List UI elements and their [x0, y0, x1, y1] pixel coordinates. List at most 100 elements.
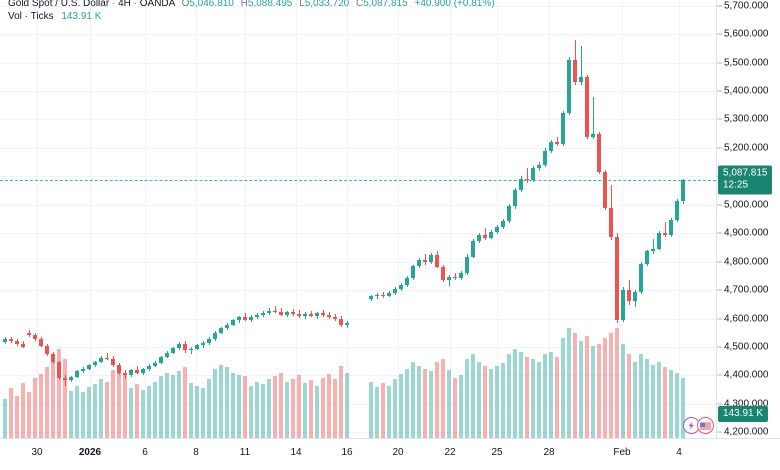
volume-bar: [477, 362, 481, 438]
candle-wick: [665, 221, 666, 238]
volume-bar: [129, 388, 133, 438]
volume-bar: [21, 383, 25, 438]
candle-body: [339, 318, 343, 325]
volume-bar: [645, 359, 649, 438]
volume-bar: [675, 372, 679, 438]
candle-body: [105, 357, 109, 359]
grid-line-horizontal: [0, 204, 716, 206]
candle-wick: [527, 167, 528, 183]
candle-body: [495, 226, 499, 232]
candle-body: [75, 370, 79, 378]
grid-line-horizontal: [0, 176, 716, 178]
candle-body: [177, 344, 181, 349]
volume-bar: [315, 385, 319, 438]
volume-bar: [309, 380, 313, 438]
volume-bar: [69, 390, 73, 438]
volume-bar: [657, 362, 661, 438]
volume-bar: [429, 371, 433, 438]
volume-bar: [3, 398, 7, 438]
candle-body: [15, 341, 19, 344]
candle-body: [417, 259, 421, 267]
candle-body: [231, 320, 235, 325]
volume-badge: 143.91 K: [718, 406, 769, 422]
volume-bar: [663, 367, 667, 438]
candle-wick: [455, 273, 456, 280]
candle-body: [237, 317, 241, 321]
candle-body: [639, 263, 643, 293]
candle-body: [183, 344, 187, 351]
candle-body: [165, 352, 169, 357]
candle-body: [453, 277, 457, 279]
price-axis-tick-mark: [717, 204, 722, 206]
price-axis-tick: 4,900.000: [724, 227, 769, 239]
volume-bar: [219, 364, 223, 438]
volume-bar: [51, 362, 55, 438]
candle-body: [9, 339, 13, 342]
grid-line-horizontal: [0, 261, 716, 263]
candle-body: [273, 310, 277, 312]
grid-line-horizontal: [0, 403, 716, 405]
time-axis-tick: 6: [142, 447, 148, 458]
us-flag-icon[interactable]: [697, 417, 714, 434]
volume-bar: [303, 383, 307, 438]
candle-body: [111, 358, 115, 366]
grid-line-vertical: [90, 0, 91, 438]
time-axis[interactable]: 30 2026 6 8 11 14 16 20 22 25 28 Feb 4: [0, 438, 780, 470]
volume-bar: [63, 359, 67, 438]
candle-body: [375, 294, 379, 297]
price-axis-tick-mark: [717, 147, 722, 149]
volume-bar: [483, 365, 487, 438]
candle-body: [663, 233, 667, 235]
candle-body: [513, 189, 517, 207]
volume-bar: [423, 368, 427, 438]
volume-bar: [381, 383, 385, 438]
grid-line-horizontal: [0, 290, 716, 292]
candle-body: [135, 369, 139, 373]
candle-body: [141, 369, 145, 373]
volume-bar: [333, 379, 337, 438]
price-axis-tick: 4,400.000: [724, 369, 769, 381]
candle-body: [573, 59, 577, 82]
candle-body: [333, 317, 337, 319]
price-axis-tick: 5,300.000: [724, 113, 769, 125]
price-axis-tick-mark: [717, 346, 722, 348]
grid-line-horizontal: [0, 233, 716, 235]
grid-line-vertical: [347, 0, 348, 438]
candle-body: [21, 343, 25, 347]
volume-bar: [39, 373, 43, 438]
candle-body: [69, 377, 73, 380]
grid-line-vertical: [296, 0, 297, 438]
grid-line-vertical: [450, 0, 451, 438]
candle-wick: [557, 136, 558, 147]
candle-body: [507, 206, 511, 222]
candle-body: [255, 315, 259, 317]
price-axis-tick: 5,700.000: [724, 0, 769, 12]
candle-body: [399, 284, 403, 289]
volume-bar: [495, 365, 499, 438]
candle-body: [303, 313, 307, 317]
time-axis-tick: 25: [491, 447, 503, 458]
candle-body: [609, 207, 613, 238]
candle-body: [3, 339, 7, 342]
volume-bar: [549, 351, 553, 438]
candle-body: [441, 266, 445, 280]
volume-bar: [159, 376, 163, 438]
price-axis-tick-mark: [717, 90, 722, 92]
grid-line-vertical: [549, 0, 550, 438]
grid-line-horizontal: [0, 91, 716, 92]
volume-bar: [543, 354, 547, 438]
candle-body: [411, 266, 415, 279]
chart-plot-area[interactable]: [0, 0, 716, 438]
candle-wick: [323, 310, 324, 317]
candle-body: [549, 142, 553, 151]
candle-wick: [65, 375, 66, 387]
candle-wick: [245, 313, 246, 322]
candle-body: [345, 323, 349, 325]
candle-body: [525, 178, 529, 181]
current-price-time: 12:25: [723, 179, 749, 191]
candle-body: [465, 256, 469, 274]
grid-line-horizontal: [0, 147, 716, 149]
price-axis[interactable]: 5,700.000 5,600.000 5,500.000 5,400.000 5,30…: [716, 0, 780, 438]
grid-line-horizontal: [0, 34, 716, 36]
